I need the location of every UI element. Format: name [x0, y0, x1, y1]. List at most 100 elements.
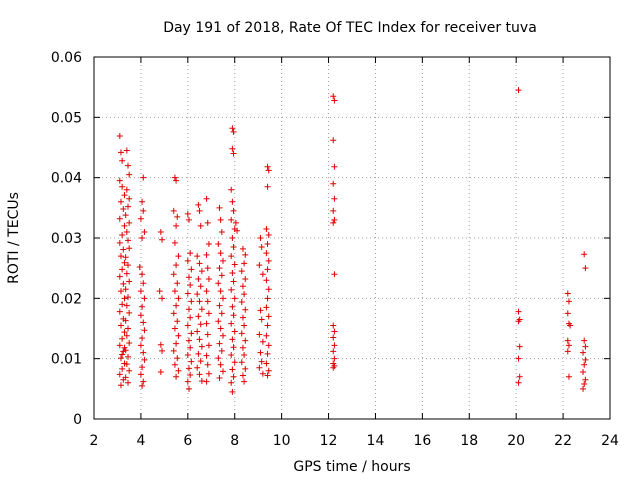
data-point — [117, 198, 124, 205]
data-point — [184, 210, 191, 217]
data-point — [197, 283, 204, 290]
data-point — [228, 320, 235, 327]
data-point — [137, 371, 144, 378]
chart-title: Day 191 of 2018, Rate Of TEC Index for r… — [163, 20, 537, 36]
data-point — [582, 376, 589, 383]
data-point — [257, 307, 264, 314]
data-point — [136, 263, 143, 270]
data-point — [581, 381, 588, 388]
data-point — [565, 342, 572, 349]
data-point — [171, 288, 178, 295]
data-point — [123, 361, 130, 368]
data-point — [515, 87, 522, 94]
data-point — [126, 339, 133, 346]
data-point — [515, 308, 522, 315]
data-point — [137, 215, 144, 222]
data-point — [196, 336, 203, 343]
data-point — [174, 280, 181, 287]
data-point — [229, 269, 236, 276]
data-point — [263, 332, 270, 339]
data-point — [125, 379, 132, 386]
data-point — [331, 163, 338, 170]
data-point — [117, 355, 124, 362]
data-point — [121, 295, 128, 302]
data-point — [217, 361, 224, 368]
data-point — [140, 349, 147, 356]
data-point — [241, 322, 248, 329]
data-point — [123, 270, 130, 277]
data-point — [122, 286, 129, 293]
data-point — [231, 359, 238, 366]
data-point — [117, 288, 124, 295]
x-tick-label: 2 — [90, 433, 99, 449]
data-point — [229, 336, 236, 343]
data-point — [230, 312, 237, 319]
data-point — [218, 272, 225, 279]
data-point — [331, 195, 338, 202]
x-axis-label: GPS time / hours — [293, 459, 410, 475]
data-point — [117, 322, 124, 329]
data-point — [580, 385, 587, 392]
data-point — [188, 330, 195, 337]
data-point — [263, 250, 270, 257]
y-tick-label: 0.02 — [51, 291, 82, 307]
data-point — [141, 295, 148, 302]
data-point — [581, 337, 588, 344]
y-axis-tick-labels: 0 0.01 0.02 0.03 0.04 0.05 0.06 — [51, 50, 82, 428]
data-point — [217, 325, 224, 332]
data-point — [173, 222, 180, 229]
data-point — [330, 219, 337, 226]
data-point — [140, 207, 147, 214]
plot-frame — [93, 56, 611, 420]
data-point — [331, 342, 338, 349]
data-point — [197, 222, 204, 229]
data-point — [330, 207, 337, 214]
data-point — [263, 277, 270, 284]
data-point — [196, 260, 203, 267]
data-point — [581, 361, 588, 368]
x-tick-label: 22 — [554, 433, 572, 449]
data-point — [196, 207, 203, 214]
data-point — [126, 309, 133, 316]
data-point — [185, 385, 192, 392]
data-point — [239, 283, 246, 290]
data-point — [516, 343, 523, 350]
data-point — [218, 347, 225, 354]
data-point — [123, 332, 130, 339]
data-point — [204, 265, 211, 272]
data-point — [239, 314, 246, 321]
data-point — [216, 265, 223, 272]
data-point — [515, 355, 522, 362]
data-point — [265, 231, 272, 238]
data-point — [140, 319, 147, 326]
data-point — [203, 195, 210, 202]
data-point — [565, 298, 572, 305]
data-point — [116, 177, 123, 184]
data-point — [231, 261, 238, 268]
data-point — [119, 231, 126, 238]
data-point — [580, 368, 587, 375]
data-point — [204, 298, 211, 305]
data-point — [188, 266, 195, 273]
data-point — [228, 216, 235, 223]
data-point — [175, 332, 182, 339]
data-point — [564, 337, 571, 344]
data-point — [234, 227, 241, 234]
data-point — [185, 337, 192, 344]
data-point — [258, 316, 265, 323]
data-point — [264, 241, 271, 248]
data-point — [264, 266, 271, 273]
data-point — [230, 128, 237, 135]
data-point — [567, 322, 574, 329]
data-point — [330, 322, 337, 329]
data-point — [171, 174, 178, 181]
data-point — [185, 216, 192, 223]
data-point — [174, 213, 181, 220]
data-point — [265, 257, 272, 264]
data-point — [141, 228, 148, 235]
data-point — [188, 358, 195, 365]
data-point — [188, 298, 195, 305]
data-point — [126, 195, 133, 202]
data-point — [184, 257, 191, 264]
data-point — [123, 302, 130, 309]
